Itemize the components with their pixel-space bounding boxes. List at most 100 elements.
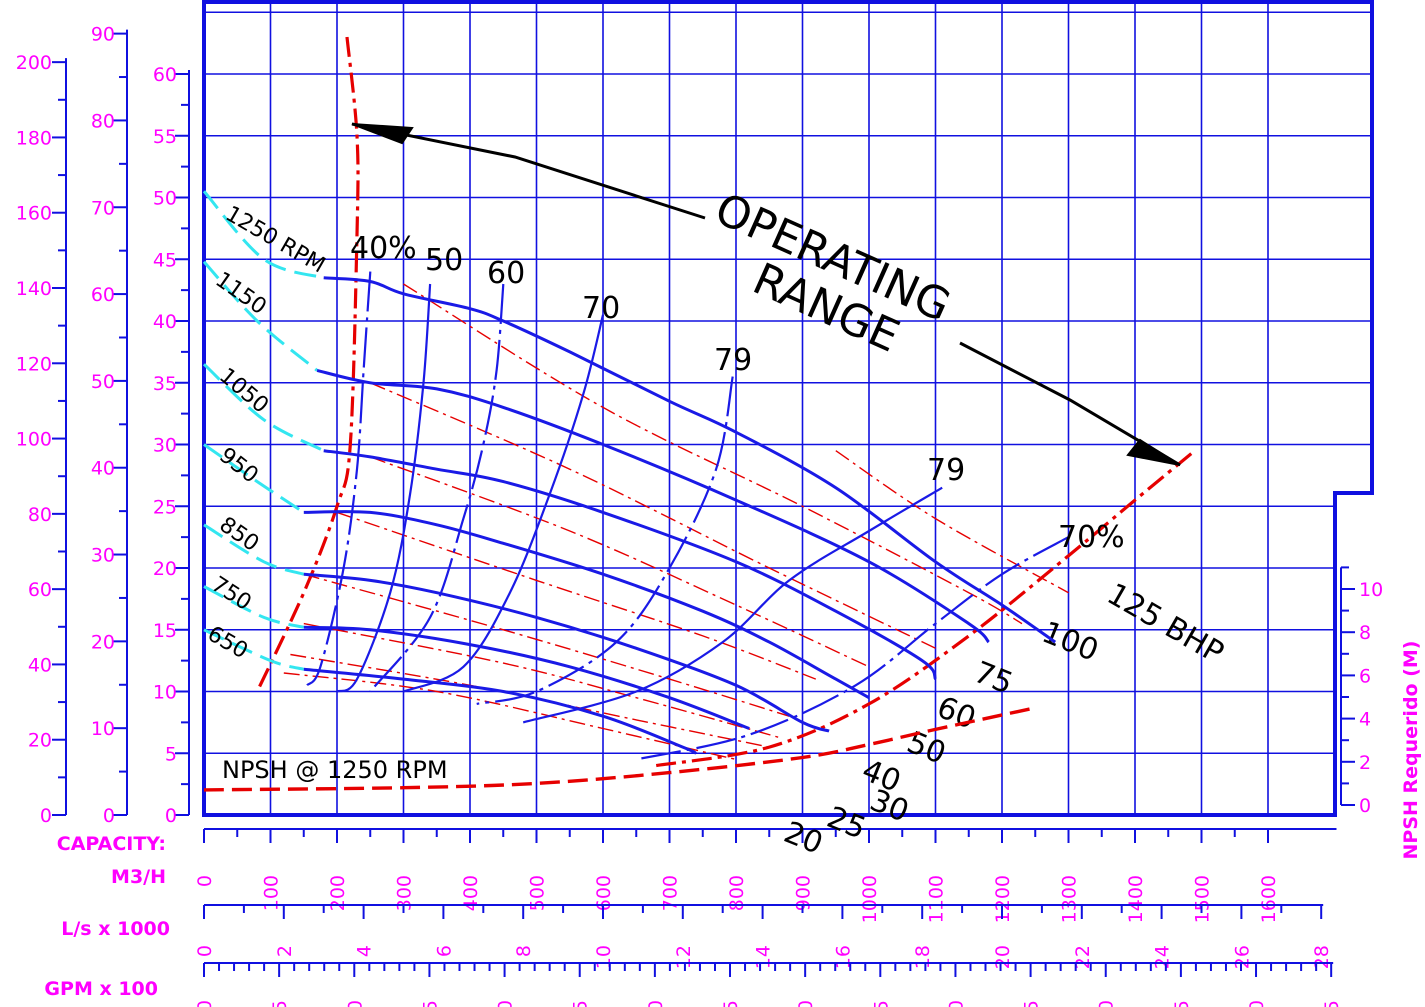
- x-tick-label: 40: [795, 1000, 817, 1007]
- x-tick-label: 10: [593, 945, 615, 969]
- head-curve-2: [323, 449, 937, 680]
- y-tick-label: 120: [16, 353, 52, 375]
- range-limit-right: [655, 449, 1196, 768]
- capacity-axis-title: CAPACITY:: [57, 833, 166, 855]
- power-curve-3: [370, 456, 870, 668]
- y-tick-label: 20: [91, 631, 115, 653]
- power-curve-label: 100: [1037, 615, 1103, 669]
- x-tick-label: 700: [660, 875, 682, 911]
- npsh-curve-label: NPSH @ 1250 RPM: [222, 756, 448, 784]
- power-curve-label: 20: [779, 815, 828, 862]
- x-tick-label: 26: [1231, 945, 1253, 969]
- x-tick-label: 70: [1246, 1000, 1268, 1007]
- power-curve-5: [303, 573, 790, 717]
- efficiency-curve-6: [636, 536, 1070, 761]
- efficiency-curve-1: [336, 283, 432, 693]
- y-tick-label: 80: [91, 110, 115, 132]
- efficiency-curve-2: [369, 283, 505, 693]
- y-tick-label: 55: [153, 126, 177, 148]
- head-curve-label: 650: [203, 622, 252, 665]
- x-tick-label: 75: [1321, 1000, 1343, 1007]
- x-tick-label: 20: [992, 945, 1014, 969]
- y-tick-label: 90: [91, 24, 115, 46]
- y-tick-label: 40: [91, 458, 115, 480]
- y-tick-label: 20: [153, 558, 177, 580]
- x-tick-label: 1500: [1192, 875, 1214, 923]
- x-tick-label: 0: [194, 945, 216, 957]
- y-tick-label: 15: [153, 620, 177, 642]
- x-tick-label: 2: [274, 945, 296, 957]
- efficiency-curve-label: 70: [582, 291, 620, 326]
- y-tick-label: 70: [91, 197, 115, 219]
- x-tick-label: 800: [726, 875, 748, 911]
- x-tick-label: 4: [354, 945, 376, 957]
- x-tick-label: 28: [1311, 945, 1333, 969]
- x-tick-label: 1000: [859, 875, 881, 923]
- x-tick-label: 1100: [926, 875, 948, 923]
- arrow-head-icon: [351, 123, 414, 145]
- power-curve-label: 50: [902, 725, 951, 772]
- power-curve-label: 125 BHP: [1101, 577, 1229, 671]
- x-tick-label: 6: [433, 945, 455, 957]
- power-curve-7: [290, 653, 770, 748]
- x-tick-label: 500: [527, 875, 549, 911]
- y-tick-label: 35: [153, 373, 177, 395]
- x-tick-label: 24: [1152, 945, 1174, 969]
- x-tick-label: 45: [870, 1000, 892, 1007]
- npsh-tick-label: 8: [1359, 622, 1371, 644]
- efficiency-curve-label: 60: [487, 256, 525, 291]
- range-limit-left: [255, 36, 360, 693]
- npsh-tick-label: 6: [1359, 665, 1371, 687]
- x-tick-label: 35: [720, 1000, 742, 1007]
- npsh-tick-label: 4: [1359, 709, 1371, 731]
- efficiency-curve-0: [306, 271, 372, 687]
- npsh-axis-title: NPSH Requerido (M): [1400, 641, 1422, 860]
- x-tick-label: 0: [194, 1000, 216, 1007]
- x-tick-label: 300: [394, 875, 416, 911]
- x-tick-label: 5: [269, 1000, 291, 1007]
- efficiency-curve-3: [403, 314, 605, 693]
- head-curve-label: 850: [215, 512, 264, 557]
- y-tick-label: 0: [40, 805, 52, 827]
- y-tick-label: 80: [28, 504, 52, 526]
- power-curve-2: [370, 382, 936, 649]
- y-tick-label: 60: [91, 284, 115, 306]
- gpm-axis-title: GPM x 100: [44, 978, 158, 1000]
- x-tick-label: 1300: [1059, 875, 1081, 923]
- head-curve-6: [303, 667, 697, 755]
- x-tick-label: 0: [194, 875, 216, 887]
- ls-axis-title: L/s x 1000: [61, 918, 170, 940]
- x-tick-label: 200: [327, 875, 349, 911]
- plot-frame: [202, 0, 1374, 817]
- efficiency-curve-4: [476, 376, 734, 705]
- power-curve-label: 25: [822, 800, 871, 847]
- head-curve-3: [303, 510, 870, 700]
- head-curve-1: [316, 368, 990, 644]
- y-tick-label: 160: [16, 203, 52, 225]
- power-curve-0: [835, 450, 1069, 594]
- y-tick-label: 200: [16, 52, 52, 74]
- arrow-head-icon: [1126, 438, 1181, 466]
- y-tick-label: 60: [153, 64, 177, 86]
- y-tick-label: 50: [153, 188, 177, 210]
- x-tick-label: 600: [593, 875, 615, 911]
- npsh-curve: [203, 706, 1036, 792]
- x-tick-label: 10: [344, 1000, 366, 1007]
- head-curve-dashed-1: [202, 260, 319, 372]
- power-curve-4: [336, 511, 817, 680]
- x-tick-label: 25: [570, 1000, 592, 1007]
- npsh-curve-group: NPSH @ 1250 RPM: [203, 706, 1036, 792]
- capacity-axes: 0 100 200 300 400 500 600 700 800 900 1000 1100 1200…: [44, 828, 1343, 1007]
- x-tick-label: 15: [419, 1000, 441, 1007]
- head-curve-dashed-3: [203, 443, 305, 514]
- head-curve-dashed-4: [203, 523, 305, 576]
- y-tick-label: 180: [16, 127, 52, 149]
- x-tick-label: 14: [753, 945, 775, 969]
- npsh-tick-label: 2: [1359, 752, 1371, 774]
- npsh-tick-label: 10: [1359, 579, 1383, 601]
- head-curve-label: 1150: [211, 267, 271, 320]
- x-tick-label: 20: [495, 1000, 517, 1007]
- y-tick-label: 100: [16, 429, 52, 451]
- y-tick-label: 45: [153, 249, 177, 271]
- head-curve-4: [303, 572, 830, 733]
